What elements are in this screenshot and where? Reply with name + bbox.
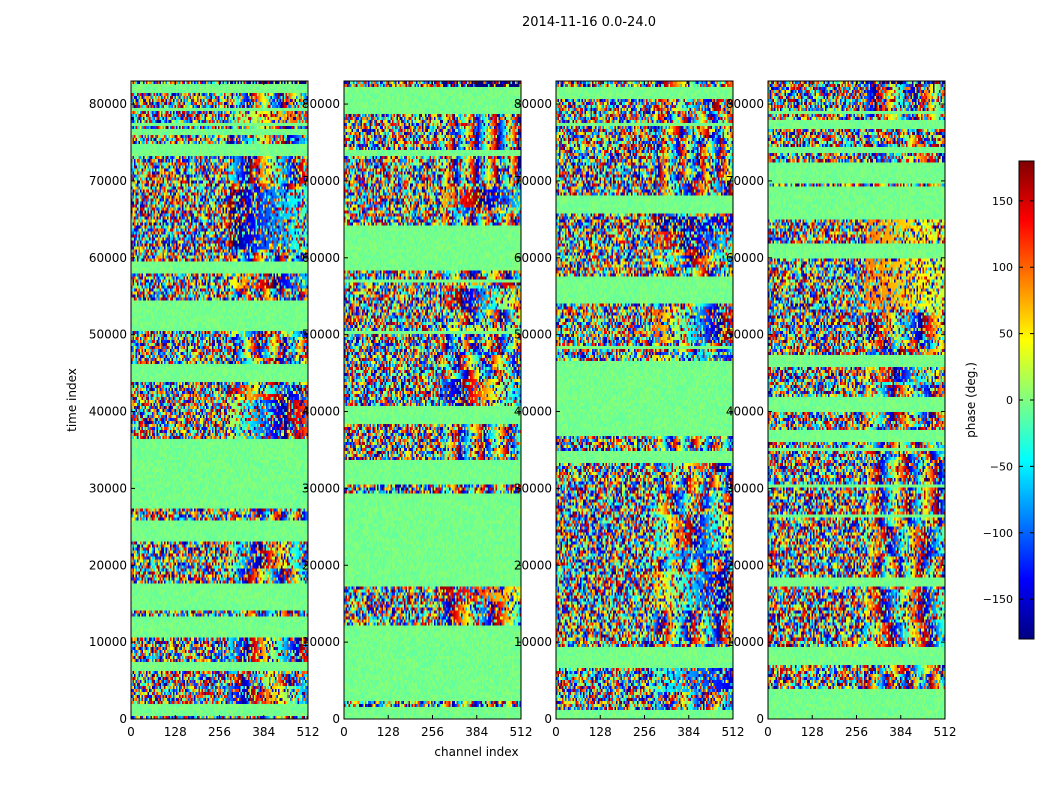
y-axis-label: time index xyxy=(65,368,79,432)
y-tick-label: 50000 xyxy=(89,328,127,342)
y-tick-label: 40000 xyxy=(302,405,340,419)
y-tick-label: 80000 xyxy=(514,97,552,111)
y-tick-label: 70000 xyxy=(89,174,127,188)
colorbar-tick-label: 50 xyxy=(999,328,1013,341)
x-tick-label: 128 xyxy=(589,725,612,739)
x-tick-label: 512 xyxy=(934,725,957,739)
x-tick-label: 384 xyxy=(465,725,488,739)
x-tick-label: 128 xyxy=(377,725,400,739)
x-tick-label: 256 xyxy=(421,725,444,739)
colorbar-tick-label: 100 xyxy=(992,261,1013,274)
x-tick-label: 384 xyxy=(677,725,700,739)
figure-title: 2014-11-16 0.0-24.0 xyxy=(522,15,656,30)
x-tick-label: 512 xyxy=(722,725,745,739)
y-tick-label: 30000 xyxy=(89,481,127,495)
y-tick-label: 20000 xyxy=(89,558,127,572)
x-tick-label: 384 xyxy=(889,725,912,739)
y-tick-label: 50000 xyxy=(302,328,340,342)
y-tick-label: 10000 xyxy=(302,635,340,649)
x-tick-label: 0 xyxy=(340,725,348,739)
y-tick-label: 30000 xyxy=(302,481,340,495)
y-tick-label: 10000 xyxy=(726,635,764,649)
y-tick-label: 60000 xyxy=(514,251,552,265)
x-tick-label: 0 xyxy=(552,725,560,739)
colorbar-label: phase (deg.) xyxy=(964,362,978,438)
y-tick-label: 0 xyxy=(756,712,764,726)
x-tick-label: 256 xyxy=(633,725,656,739)
x-tick-label: 512 xyxy=(510,725,533,739)
y-tick-label: 60000 xyxy=(302,251,340,265)
y-tick-label: 80000 xyxy=(726,97,764,111)
y-tick-label: 10000 xyxy=(514,635,552,649)
y-tick-label: 40000 xyxy=(89,405,127,419)
phase-heatmap xyxy=(344,81,521,719)
x-tick-label: 0 xyxy=(127,725,135,739)
y-tick-label: 50000 xyxy=(726,328,764,342)
x-axis-label: channel index xyxy=(434,745,518,759)
y-tick-label: 0 xyxy=(544,712,552,726)
x-tick-label: 128 xyxy=(164,725,187,739)
y-tick-label: 30000 xyxy=(726,481,764,495)
y-tick-label: 70000 xyxy=(514,174,552,188)
y-tick-label: 10000 xyxy=(89,635,127,649)
x-tick-label: 0 xyxy=(764,725,772,739)
y-tick-label: 70000 xyxy=(726,174,764,188)
x-tick-label: 384 xyxy=(252,725,275,739)
panel-2: 0 10000 20000 30000 40000 50000 60000 70000 8000… xyxy=(302,80,533,759)
x-tick-label: 256 xyxy=(845,725,868,739)
y-tick-label: 0 xyxy=(332,712,340,726)
x-tick-label: 512 xyxy=(297,725,320,739)
y-tick-label: 50000 xyxy=(514,328,552,342)
colorbar-tick-label: −150 xyxy=(983,593,1013,606)
colorbar-tick-label: −50 xyxy=(990,460,1013,473)
panel-1: 0 10000 20000 30000 40000 50000 60000 70000 8000… xyxy=(65,80,320,739)
y-tick-label: 40000 xyxy=(726,405,764,419)
y-tick-label: 80000 xyxy=(302,97,340,111)
panel-3: 0 10000 20000 30000 40000 50000 60000 70000 8000… xyxy=(514,80,745,739)
y-tick-label: 0 xyxy=(119,712,127,726)
y-tick-label: 40000 xyxy=(514,405,552,419)
phase-heatmap xyxy=(556,81,733,719)
y-tick-label: 70000 xyxy=(302,174,340,188)
y-tick-label: 20000 xyxy=(514,558,552,572)
colorbar-tick-label: 0 xyxy=(1006,394,1013,407)
x-tick-label: 256 xyxy=(208,725,231,739)
panel-4: 0 10000 20000 30000 40000 50000 60000 70000 8000… xyxy=(726,80,957,739)
y-tick-label: 20000 xyxy=(726,558,764,572)
y-tick-label: 20000 xyxy=(302,558,340,572)
colorbar-tick-label: 150 xyxy=(992,195,1013,208)
y-tick-label: 60000 xyxy=(726,251,764,265)
x-tick-label: 128 xyxy=(801,725,824,739)
colorbar-tick-label: −100 xyxy=(983,527,1013,540)
phase-heatmap xyxy=(768,81,945,719)
y-tick-label: 60000 xyxy=(89,251,127,265)
phase-heatmap xyxy=(131,81,308,719)
y-tick-label: 30000 xyxy=(514,481,552,495)
y-tick-label: 80000 xyxy=(89,97,127,111)
